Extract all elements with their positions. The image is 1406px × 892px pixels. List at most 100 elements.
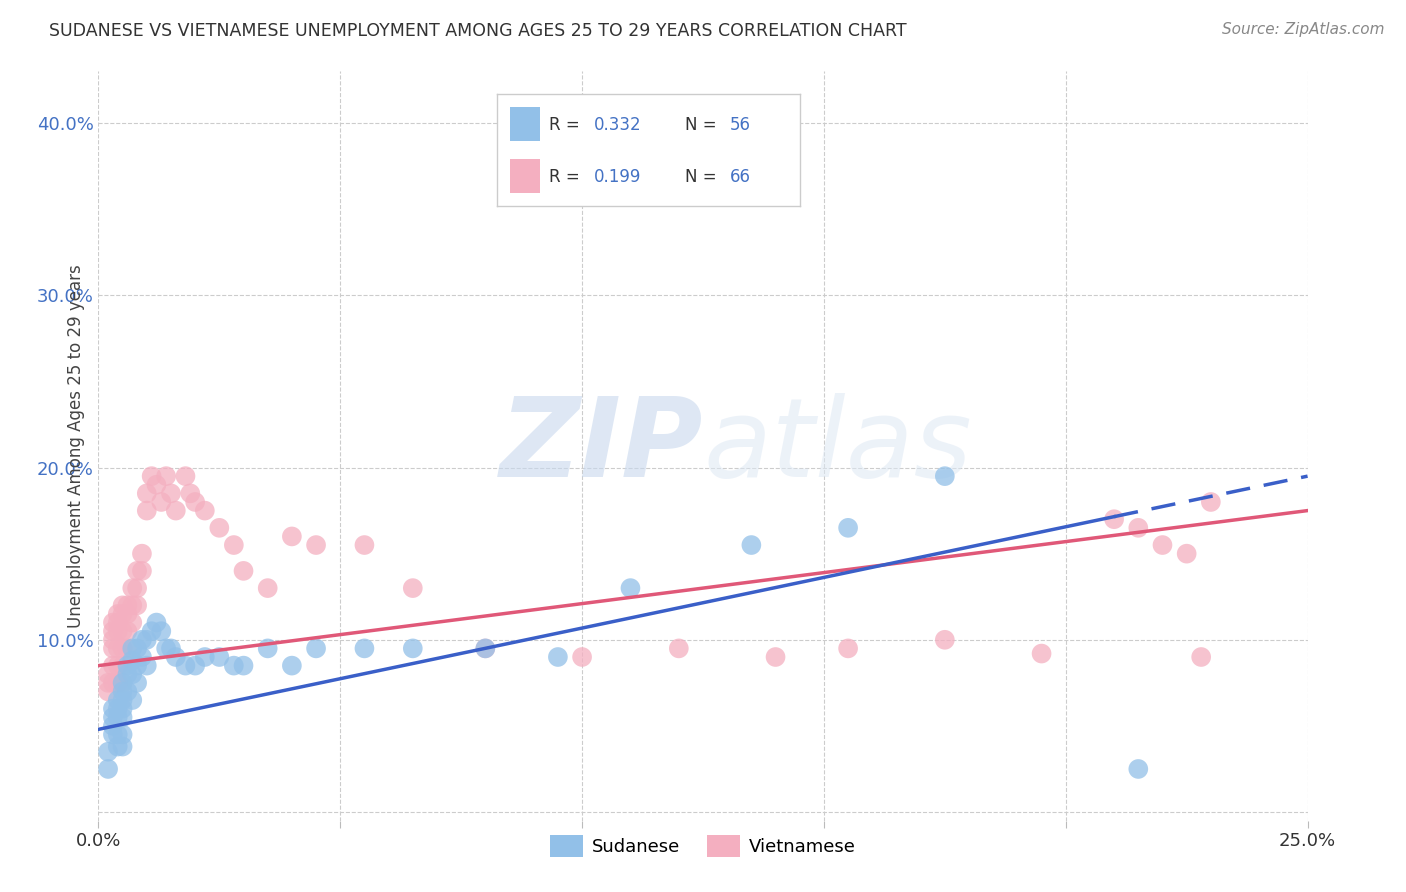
Point <box>121 581 143 595</box>
Point <box>305 538 328 552</box>
Point <box>222 658 245 673</box>
Point <box>117 599 139 613</box>
Point <box>145 477 167 491</box>
Point <box>127 641 149 656</box>
Point <box>101 719 124 733</box>
Point <box>474 641 496 656</box>
Point <box>107 615 129 630</box>
Point <box>165 503 187 517</box>
Point <box>547 650 569 665</box>
Point <box>107 739 129 754</box>
Point <box>101 658 124 673</box>
Point <box>165 650 187 665</box>
Point <box>107 676 129 690</box>
Point <box>117 607 139 621</box>
Point <box>1031 647 1053 661</box>
Point <box>1189 650 1212 665</box>
Point <box>117 658 139 673</box>
Point <box>97 684 120 698</box>
Point <box>131 650 153 665</box>
Point <box>131 564 153 578</box>
Point <box>111 693 134 707</box>
Point <box>135 658 157 673</box>
Point <box>101 727 124 741</box>
Point <box>117 684 139 698</box>
Point <box>571 650 593 665</box>
Point <box>174 658 197 673</box>
Point <box>97 762 120 776</box>
Point <box>121 693 143 707</box>
Point <box>184 658 207 673</box>
Point <box>353 538 375 552</box>
Point <box>111 641 134 656</box>
Point <box>402 581 425 595</box>
Point <box>934 632 956 647</box>
Point <box>281 529 304 543</box>
Point <box>121 615 143 630</box>
Point <box>107 658 129 673</box>
Point <box>111 599 134 613</box>
Point <box>97 676 120 690</box>
Point <box>111 624 134 639</box>
Point <box>194 650 217 665</box>
Text: Source: ZipAtlas.com: Source: ZipAtlas.com <box>1222 22 1385 37</box>
Point <box>117 667 139 681</box>
Point <box>111 658 134 673</box>
Point <box>127 658 149 673</box>
Point <box>127 676 149 690</box>
Point <box>668 641 690 656</box>
Point <box>121 653 143 667</box>
Point <box>150 495 173 509</box>
Point <box>145 615 167 630</box>
Point <box>1128 762 1150 776</box>
Point <box>765 650 787 665</box>
Point <box>150 624 173 639</box>
Point <box>127 564 149 578</box>
Point <box>111 676 134 690</box>
Point <box>131 547 153 561</box>
Point <box>111 710 134 724</box>
Point <box>281 658 304 673</box>
Point <box>402 641 425 656</box>
Point <box>121 641 143 656</box>
Point <box>127 581 149 595</box>
Point <box>740 538 762 552</box>
Point <box>107 624 129 639</box>
Point <box>256 641 278 656</box>
Legend: Sudanese, Vietnamese: Sudanese, Vietnamese <box>543 828 863 864</box>
Point <box>837 641 859 656</box>
Point <box>111 607 134 621</box>
Point <box>111 684 134 698</box>
Point <box>256 581 278 595</box>
Point <box>111 727 134 741</box>
Text: SUDANESE VS VIETNAMESE UNEMPLOYMENT AMONG AGES 25 TO 29 YEARS CORRELATION CHART: SUDANESE VS VIETNAMESE UNEMPLOYMENT AMON… <box>49 22 907 40</box>
Point <box>97 745 120 759</box>
Point <box>619 581 641 595</box>
Point <box>107 727 129 741</box>
Point <box>101 676 124 690</box>
Point <box>107 641 129 656</box>
Point <box>353 641 375 656</box>
Point <box>107 710 129 724</box>
Point <box>194 503 217 517</box>
Point <box>1175 547 1198 561</box>
Point <box>474 641 496 656</box>
Point <box>101 624 124 639</box>
Point <box>184 495 207 509</box>
Point <box>208 650 231 665</box>
Point <box>1128 521 1150 535</box>
Point <box>155 469 177 483</box>
Point <box>127 599 149 613</box>
Point <box>1152 538 1174 552</box>
Point <box>155 641 177 656</box>
Point <box>101 641 124 656</box>
Point <box>101 615 124 630</box>
Point <box>1102 512 1125 526</box>
Point <box>208 521 231 535</box>
Point <box>174 469 197 483</box>
Point <box>117 624 139 639</box>
Point <box>232 658 254 673</box>
Point <box>141 624 163 639</box>
Point <box>135 486 157 500</box>
Point <box>101 701 124 715</box>
